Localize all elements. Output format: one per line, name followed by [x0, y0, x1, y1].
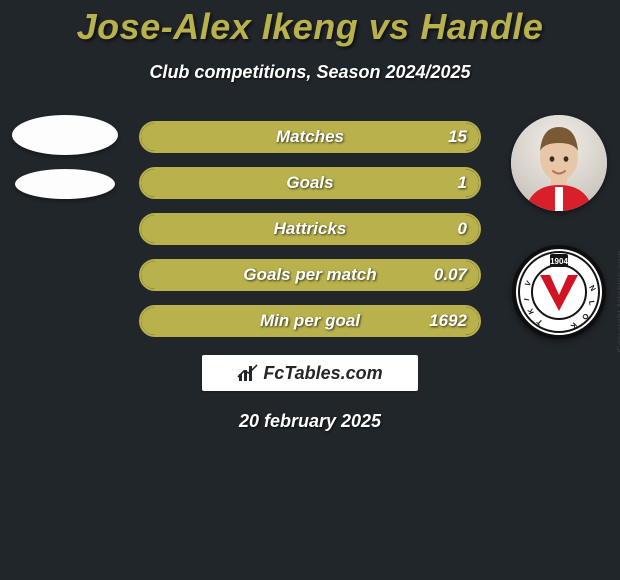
right-player-photo: [511, 115, 607, 211]
footer-logo-text: FcTables.com: [263, 363, 382, 384]
stat-bars: Matches 15 Goals 1 Hattricks 0 Goals per…: [139, 121, 481, 337]
date-text: 20 february 2025: [0, 411, 620, 432]
left-player-column: [0, 115, 130, 199]
stat-label: Matches: [141, 123, 479, 151]
copyright-text: Copyright fctables.com: [616, 250, 620, 353]
stat-label: Goals: [141, 169, 479, 197]
stat-bar-goals-per-match: Goals per match 0.07: [139, 259, 481, 291]
stat-label: Hattricks: [141, 215, 479, 243]
stat-value-right: 15: [448, 123, 467, 151]
stat-value-right: 0: [458, 215, 467, 243]
left-player-photo-placeholder: [12, 115, 118, 155]
stat-bar-hattricks: Hattricks 0: [139, 213, 481, 245]
stat-bar-goals: Goals 1: [139, 167, 481, 199]
stat-bar-matches: Matches 15: [139, 121, 481, 153]
stat-value-right: 1692: [429, 307, 467, 335]
stat-label: Goals per match: [141, 261, 479, 289]
footer-logo[interactable]: FcTables.com: [202, 355, 418, 391]
left-club-badge-placeholder: [15, 169, 115, 199]
subtitle: Club competitions, Season 2024/2025: [0, 62, 620, 83]
stat-value-right: 0.07: [434, 261, 467, 289]
stat-value-right: 1: [458, 169, 467, 197]
comparison-grid: 1904 V I K T K Ö L N Matches 15: [0, 121, 620, 337]
svg-text:1904: 1904: [550, 257, 568, 266]
stat-bar-min-per-goal: Min per goal 1692: [139, 305, 481, 337]
bar-chart-icon: [237, 363, 259, 383]
page-title: Jose-Alex Ikeng vs Handle: [0, 0, 620, 48]
right-player-column: 1904 V I K T K Ö L N: [504, 115, 614, 339]
right-club-badge: 1904 V I K T K Ö L N: [512, 245, 606, 339]
